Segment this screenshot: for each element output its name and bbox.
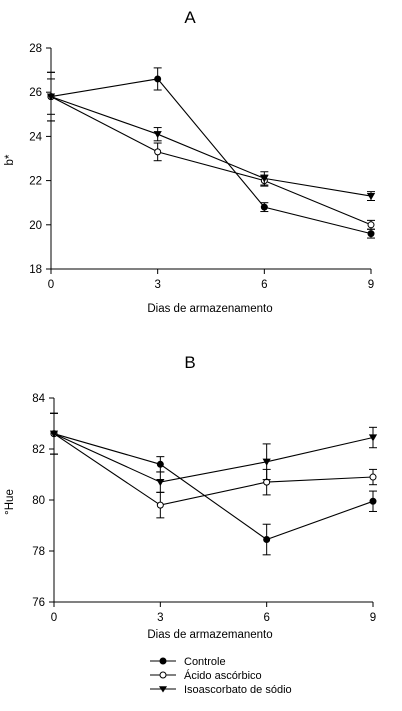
panel-a-y-tick-label: 22 (29, 176, 42, 188)
panel-b: B 76 78 80 82 84 0 3 6 9 Dias de armazemanento °… (4, 353, 378, 641)
panel-b-point-controle (263, 536, 271, 544)
plot-b: 76 78 80 82 84 0 3 6 9 (32, 393, 378, 624)
legend: Controle Ácido ascórbico Isoascorbato de… (150, 656, 292, 696)
panel-a-point-controle (367, 230, 375, 238)
panel-a: A 18 20 22 24 26 28 0 3 6 9 Dias de armazenamento… (4, 8, 376, 315)
panel-a-y-tick-label: 28 (29, 43, 42, 55)
panel-a-y-tick-label: 24 (29, 131, 42, 143)
legend-marker-acido-ascorbico (159, 671, 167, 679)
legend-label-isoascorbato: Isoascorbato de sódio (184, 684, 292, 696)
panel-b-y-tick-label: 82 (32, 444, 45, 456)
panel-b-point-isoascorbato-de-sodio (262, 458, 271, 466)
panel-b-line-isoascorbato-de-sodio (53, 433, 374, 483)
panel-b-y-tick-label: 84 (32, 393, 45, 405)
panel-a-letter: A (184, 8, 196, 27)
legend-label-controle: Controle (184, 656, 226, 668)
panel-b-point-controle (369, 497, 377, 505)
panel-a-line-isoascorbato-de-sodio (50, 96, 372, 197)
panel-a-line-controle (50, 78, 372, 235)
panel-b-point-acido-ascorbico (156, 501, 164, 509)
legend-label-acido-ascorbico: Ácido ascórbico (184, 669, 262, 682)
panel-a-x-tick-label: 6 (261, 279, 267, 291)
panel-a-y-tick-label: 26 (29, 87, 42, 99)
panel-b-x-axis-title: Dias de armazemanento (147, 629, 272, 641)
panel-a-x-tick-label: 3 (154, 279, 160, 291)
panel-b-x-tick-label: 3 (157, 612, 163, 624)
panel-b-point-isoascorbato-de-sodio (156, 479, 165, 487)
panel-a-point-isoascorbato-de-sodio (260, 175, 269, 183)
panel-a-point-acido-ascorbico (154, 148, 162, 156)
panel-a-x-tick-label: 9 (368, 279, 374, 291)
panel-b-series-isoascorbato-de-sodio (49, 412, 378, 493)
plot-a: 18 20 22 24 26 28 0 3 6 9 (29, 43, 376, 291)
panel-b-y-tick-label: 78 (32, 546, 45, 558)
panel-b-x-tick-label: 9 (370, 612, 376, 624)
legend-item-controle: Controle (150, 656, 226, 668)
panel-a-series-isoascorbato-de-sodio (46, 78, 376, 201)
panel-a-y-tick-label: 18 (29, 264, 42, 276)
panel-a-series-acido-ascorbico (47, 71, 375, 230)
panel-b-y-axis-title: °Hue (4, 489, 16, 515)
panel-b-line-acido-ascorbico (53, 433, 374, 506)
panel-a-y-axis-title: b* (4, 154, 16, 165)
panel-b-line-controle (53, 433, 374, 541)
panel-b-letter: B (184, 353, 195, 372)
panel-b-x-tick-label: 0 (51, 612, 57, 624)
panel-b-point-isoascorbato-de-sodio (368, 434, 378, 442)
panel-b-point-isoascorbato-de-sodio (49, 430, 59, 438)
panel-a-x-tick-label: 0 (48, 279, 54, 291)
panel-a-x-axis-title: Dias de armazenamento (147, 303, 272, 315)
panel-b-y-tick-label: 80 (32, 495, 45, 507)
panel-b-series-controle (50, 412, 377, 556)
panel-a-point-controle (260, 203, 268, 211)
panel-a-point-controle (154, 75, 162, 83)
panel-a-point-isoascorbato-de-sodio (46, 93, 56, 101)
panel-a-y-tick-label: 20 (29, 220, 42, 232)
legend-item-isoascorbato: Isoascorbato de sódio (150, 684, 292, 696)
panel-b-y-tick-label: 76 (32, 597, 45, 609)
panel-a-point-isoascorbato-de-sodio (366, 192, 376, 201)
panel-b-point-acido-ascorbico (369, 473, 377, 481)
panel-b-x-tick-label: 6 (263, 612, 269, 624)
panel-b-point-controle (156, 460, 164, 468)
panel-a-series-controle (47, 67, 375, 239)
legend-item-acido-ascorbico: Ácido ascórbico (150, 669, 262, 682)
panel-a-line-acido-ascorbico (50, 96, 372, 226)
panel-a-point-isoascorbato-de-sodio (153, 131, 162, 139)
legend-marker-isoascorbato (158, 686, 168, 693)
panel-a-point-acido-ascorbico (367, 221, 375, 229)
legend-marker-controle (159, 657, 167, 665)
